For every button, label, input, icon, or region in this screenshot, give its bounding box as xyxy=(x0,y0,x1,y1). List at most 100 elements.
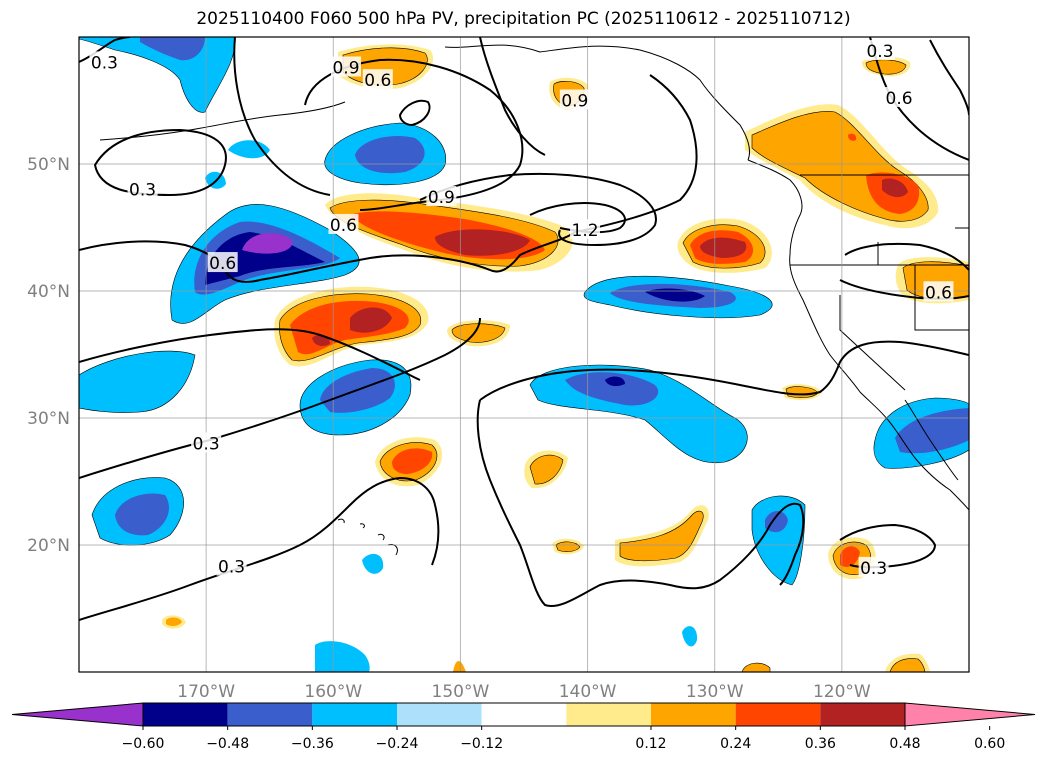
gulf-of-california xyxy=(904,399,959,481)
colorbar-segment xyxy=(820,703,905,726)
contour-label-text: 0.3 xyxy=(129,180,156,200)
contour-label-bg xyxy=(362,69,393,90)
colorbar-tick-label: 0.12 xyxy=(635,736,666,752)
contour-label: 0.9 xyxy=(331,56,361,78)
pv-contour-0.6-east xyxy=(929,39,969,116)
contour-label-bg xyxy=(884,86,915,107)
pc-region-pos-23 xyxy=(840,546,860,567)
contour-label: 0.3 xyxy=(865,39,895,62)
colorbar-tick-label: 0.24 xyxy=(720,736,751,752)
contour-label-bg xyxy=(127,178,158,199)
contour-label-text: 0.9 xyxy=(428,188,455,208)
baja-coast xyxy=(887,419,969,511)
contour-label-bg xyxy=(559,89,590,110)
gridlines xyxy=(79,37,969,672)
hawaii xyxy=(337,518,398,556)
lat-tick-label: 20°N xyxy=(27,536,70,556)
contour-label: 0.3 xyxy=(191,432,222,454)
contour-label-text: 1.2 xyxy=(572,221,599,241)
colorbar-segment xyxy=(312,703,397,726)
contour-label-bg xyxy=(923,281,954,302)
contour-label-bg xyxy=(328,213,359,234)
lat-tick-label: 30°N xyxy=(27,409,70,429)
contour-label-bg xyxy=(570,219,601,240)
lon-tick-label: 120°W xyxy=(813,682,871,702)
contour-label: 0.3 xyxy=(89,51,120,73)
contour-label: 0.6 xyxy=(362,69,393,91)
pv-contour-0.3-southern xyxy=(479,340,969,401)
contour-label-bg xyxy=(207,252,238,273)
lat-tick-label: 40°N xyxy=(27,282,70,302)
contour-labels: 0.3 0.90.60.90.30.60.3 0.90.6 1.20.60.60.30… xyxy=(89,39,954,579)
contour-label-text: 0.9 xyxy=(561,92,588,112)
us-west-coast xyxy=(789,254,889,421)
pv-contour-0.3-mid xyxy=(79,328,421,381)
pc-region-pos-13 xyxy=(700,237,747,258)
lon-tick-label: 160°W xyxy=(304,682,362,702)
pc-region-neg-19 xyxy=(895,408,969,454)
colorbar-segment xyxy=(227,703,313,726)
contour-label: 0.3 xyxy=(127,178,158,200)
alaska-coast xyxy=(444,44,751,161)
colorbar-extend-low xyxy=(11,702,144,727)
colorbar-tick-label: −0.12 xyxy=(460,736,503,752)
contour-label: 0.6 xyxy=(923,281,954,303)
pc-region-neg-17 xyxy=(115,493,169,536)
contour-label-bg xyxy=(858,556,889,577)
contour-label-text: 0.3 xyxy=(193,434,220,454)
contour-label-text: 0.6 xyxy=(925,283,952,303)
contour-label: 0.3 xyxy=(216,555,247,578)
pc-region-pos-32 xyxy=(451,323,506,343)
contour-label-text: 0.3 xyxy=(91,53,118,73)
bc-coast xyxy=(747,159,803,256)
contour-label-text: 0.9 xyxy=(332,58,359,78)
pc-region-pos-26 xyxy=(392,448,433,474)
colorbar-segment xyxy=(397,703,482,726)
pc-region-neg-11 xyxy=(565,372,659,406)
map-frame xyxy=(78,36,970,673)
pv-contour-0.3-sw xyxy=(79,476,440,621)
axis-labels: 170°W 160°W 150°W 140°W 130°W 120°W 20°N 30°N 40… xyxy=(27,155,871,702)
precipitation-pc-shading xyxy=(79,37,969,672)
pc-region-pos-18 xyxy=(848,133,857,141)
contour-label: 0.6 xyxy=(328,213,359,236)
pc-region-pos-47 xyxy=(741,662,771,672)
contour-label-text: 0.6 xyxy=(364,71,391,91)
contour-label-text: 0.6 xyxy=(330,216,357,236)
colorbar-extend-high xyxy=(904,702,1036,727)
pv-contour-0.3-ne-bay xyxy=(398,99,431,127)
state-border-2 xyxy=(914,265,969,331)
pc-region-pos-44 xyxy=(166,617,182,627)
pv-contour-0.6-northwest xyxy=(233,37,331,196)
colorbar-segment xyxy=(735,703,821,726)
colorbar-tick-label: 0.48 xyxy=(889,736,920,752)
contour-label: 0.9 xyxy=(559,89,590,112)
contour-label-bg xyxy=(426,186,457,207)
pv-contours xyxy=(79,37,969,621)
chart-title: 2025110400 F060 500 hPa PV, precipitatio… xyxy=(196,9,851,29)
colorbar-segment xyxy=(566,703,651,726)
lon-tick-label: 170°W xyxy=(177,682,235,702)
pv-contour-0.6-trough xyxy=(574,74,698,233)
pc-region-neg-12 xyxy=(605,376,625,387)
pc-region-neg-4 xyxy=(242,233,293,254)
pc-region-neg-28 xyxy=(315,641,370,672)
contour-label: 0.6 xyxy=(207,252,238,274)
pv-contour-0.3-upper xyxy=(479,37,546,156)
contour-label-bg xyxy=(89,51,120,72)
contour-label-bg xyxy=(865,39,895,60)
coastlines xyxy=(99,44,969,556)
lon-tick-label: 140°W xyxy=(559,682,617,702)
pc-region-pos-28 xyxy=(529,454,564,485)
pc-region-pos-42 xyxy=(555,541,581,552)
pc-region-pos-4 xyxy=(435,229,530,256)
colorbar-tick-label: −0.24 xyxy=(376,736,419,752)
pc-region-pos-48 xyxy=(453,661,466,672)
contour-label: 0.9 xyxy=(426,186,457,208)
pc-region-neg-24 xyxy=(228,140,270,159)
pc-region-pos-46 xyxy=(889,658,926,672)
pc-region-pos-17 xyxy=(882,178,908,198)
contour-label-bg xyxy=(331,56,361,77)
pv-contour-0.6-southeast xyxy=(839,242,969,300)
